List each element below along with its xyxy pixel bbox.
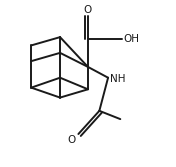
Text: O: O [84,5,92,15]
Text: OH: OH [124,34,140,44]
Text: O: O [68,135,76,145]
Text: NH: NH [110,73,125,84]
